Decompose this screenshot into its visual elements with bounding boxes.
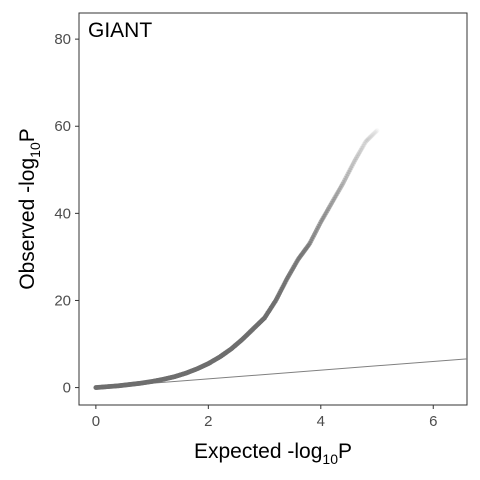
data-point (358, 147, 364, 153)
y-axis-title-subscript: 10 (27, 142, 43, 158)
x-axis-title-tail: P (338, 440, 352, 463)
data-point (368, 134, 373, 140)
data-point (342, 177, 347, 183)
data-point (329, 200, 335, 206)
data-point (372, 130, 378, 136)
data-point (338, 183, 344, 189)
data-point (335, 189, 341, 195)
data-point (356, 151, 362, 157)
data-point (343, 175, 349, 181)
data-point (354, 155, 359, 161)
data-point (370, 132, 376, 138)
data-point (340, 181, 345, 187)
data-point (320, 215, 326, 221)
data-point (369, 133, 375, 139)
x-axis-ticks: 0 2 4 6 (92, 405, 437, 430)
x-tick-label: 4 (317, 413, 325, 430)
y-tick-label: 80 (54, 31, 71, 48)
data-point (348, 165, 354, 171)
y-tick-label: 60 (54, 118, 71, 135)
data-point (367, 135, 372, 141)
data-point (321, 214, 327, 219)
data-point (327, 204, 332, 210)
x-tick-label: 6 (429, 413, 437, 430)
x-tick-label: 0 (92, 413, 100, 430)
data-point (357, 149, 363, 155)
data-point (362, 140, 368, 146)
panel-label: GIANT (88, 19, 152, 42)
y-axis-title-main: Observed -log (16, 158, 39, 290)
data-point (346, 169, 352, 175)
data-point (330, 198, 336, 204)
x-axis-title: Expected -log10P (194, 440, 352, 467)
data-point (332, 195, 338, 200)
data-point (322, 212, 328, 217)
y-tick-label: 40 (54, 205, 71, 222)
data-point (331, 197, 337, 202)
data-point (355, 153, 360, 159)
data-point (337, 185, 343, 191)
data-point (336, 187, 342, 193)
data-point (361, 142, 367, 147)
data-point (360, 143, 366, 149)
y-tick-label: 20 (54, 292, 71, 309)
data-point (341, 180, 346, 185)
y-axis-title: Observed -log10P (16, 128, 43, 290)
data-point (333, 193, 339, 199)
y-tick-label: 0 (63, 380, 71, 397)
data-point (323, 210, 329, 216)
data-point (351, 159, 357, 164)
data-point (359, 145, 365, 151)
x-axis-title-subscript: 10 (322, 451, 338, 467)
data-point (347, 167, 353, 173)
data-point (365, 136, 371, 142)
data-point (349, 163, 355, 169)
plot-panel (78, 12, 468, 406)
data-point (328, 202, 333, 208)
y-axis-ticks: 0 20 40 60 80 (54, 31, 79, 397)
points-group (93, 128, 380, 390)
data-point (345, 171, 351, 177)
data-point (350, 161, 356, 167)
data-point (325, 206, 331, 212)
data-point (373, 129, 379, 135)
data-point (363, 138, 369, 144)
x-axis-title-main: Expected -log (194, 440, 322, 463)
x-tick-label: 2 (204, 413, 212, 430)
data-point (344, 173, 350, 179)
data-point (371, 131, 377, 137)
data-point (364, 137, 370, 143)
data-point (374, 128, 380, 134)
y-axis-title-tail: P (16, 128, 39, 142)
data-point (324, 208, 330, 214)
data-point (334, 191, 340, 197)
data-point (353, 157, 358, 162)
